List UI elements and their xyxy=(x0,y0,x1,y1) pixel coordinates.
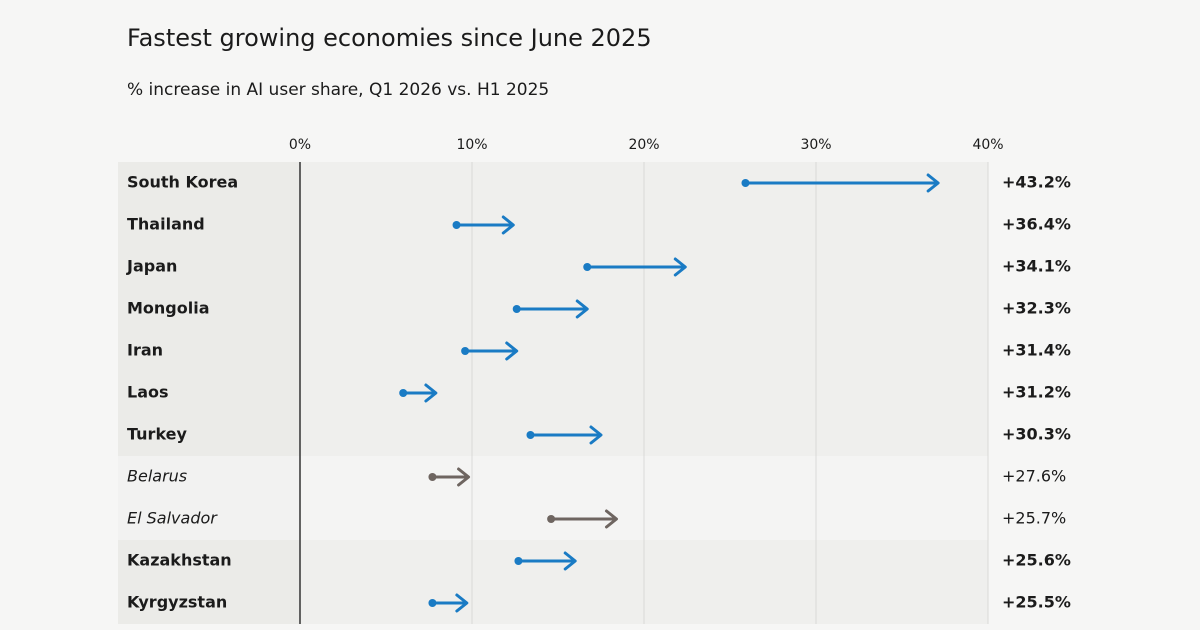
start-dot xyxy=(512,305,521,313)
category-label: El Salvador xyxy=(127,509,218,528)
row-label-band xyxy=(118,414,300,456)
chart-subtitle: % increase in AI user share, Q1 2026 vs.… xyxy=(127,80,549,100)
category-label: Kyrgyzstan xyxy=(127,593,227,612)
row-label-band xyxy=(118,456,300,498)
category-label: Mongolia xyxy=(127,299,210,318)
start-dot xyxy=(547,515,556,523)
arrow-head xyxy=(505,341,519,361)
category-label: Iran xyxy=(127,341,163,360)
value-label: +25.6% xyxy=(1002,551,1071,570)
value-label: +34.1% xyxy=(1002,257,1071,276)
row-label-band xyxy=(118,540,300,582)
start-dot xyxy=(428,473,437,481)
x-tick-label: 20% xyxy=(628,137,659,153)
arrow-head xyxy=(673,257,687,277)
row-label-band xyxy=(118,498,300,540)
value-label: +31.2% xyxy=(1002,383,1071,402)
value-label: +32.3% xyxy=(1002,299,1071,318)
start-dot xyxy=(452,221,461,229)
category-label: South Korea xyxy=(127,173,238,192)
row-label-band xyxy=(118,372,300,414)
row-label-band xyxy=(118,246,300,288)
row-label-band xyxy=(118,330,300,372)
start-dot xyxy=(428,599,437,607)
value-label: +25.5% xyxy=(1002,593,1071,612)
value-label: +43.2% xyxy=(1002,173,1071,192)
start-dot xyxy=(399,389,408,397)
category-label: Turkey xyxy=(127,425,188,444)
arrow-head xyxy=(563,551,577,571)
value-label: +36.4% xyxy=(1002,215,1071,234)
value-label: +30.3% xyxy=(1002,425,1071,444)
category-label: Japan xyxy=(126,257,177,276)
start-dot xyxy=(461,347,470,355)
start-dot xyxy=(526,431,535,439)
arrow-head xyxy=(424,383,438,403)
category-label: Belarus xyxy=(127,467,187,486)
value-label: +27.6% xyxy=(1002,467,1066,486)
x-tick-label: 40% xyxy=(972,137,1003,153)
row-label-band xyxy=(118,582,300,624)
arrow-head xyxy=(457,467,471,487)
category-label: Thailand xyxy=(127,215,205,234)
chart-title: Fastest growing economies since June 202… xyxy=(127,24,652,52)
x-tick-label: 10% xyxy=(456,137,487,153)
value-label: +31.4% xyxy=(1002,341,1071,360)
row-label-band xyxy=(118,288,300,330)
arrow-head xyxy=(575,299,589,319)
start-dot xyxy=(514,557,523,565)
category-label: Kazakhstan xyxy=(127,551,232,570)
start-dot xyxy=(583,263,592,271)
arrow-head xyxy=(589,425,603,445)
x-tick-label: 30% xyxy=(800,137,831,153)
row-label-band xyxy=(118,204,300,246)
start-dot xyxy=(741,179,750,187)
arrow-head xyxy=(926,173,940,193)
arrow-head xyxy=(604,509,618,529)
category-label: Laos xyxy=(127,383,169,402)
row-label-band xyxy=(118,162,300,204)
arrow-head xyxy=(455,593,469,613)
value-label: +25.7% xyxy=(1002,509,1066,528)
x-tick-label: 0% xyxy=(289,137,311,153)
arrow-head xyxy=(501,215,515,235)
